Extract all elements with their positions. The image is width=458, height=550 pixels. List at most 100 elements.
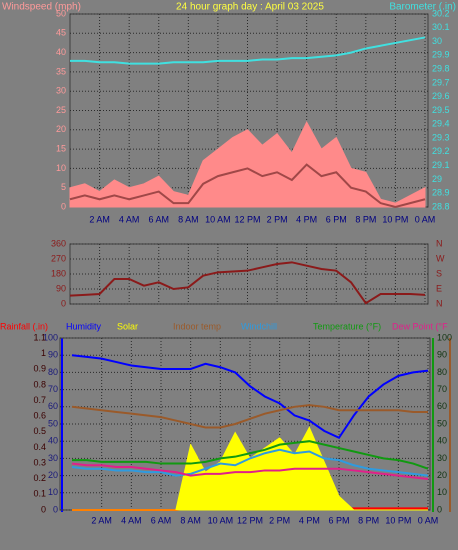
x-tick-label: 4 PM: [296, 214, 317, 224]
legend-label: Humidity: [66, 321, 102, 331]
y-tick-label: 360: [51, 238, 66, 248]
y-tick-label: 0: [53, 504, 58, 514]
x-tick-label: 6 PM: [328, 515, 349, 525]
series-line: [70, 36, 426, 65]
x-tick-label: 10 AM: [205, 214, 231, 224]
y2-tick-label: 29.1: [432, 160, 450, 170]
y-tick-label: 270: [51, 253, 66, 263]
series-area: [72, 426, 428, 511]
y2-tick-label: 20: [437, 470, 447, 480]
x-tick-label: 0 AM: [415, 214, 436, 224]
x-tick-label: 2 AM: [91, 515, 112, 525]
y2-tick-label: 29.8: [432, 64, 450, 74]
y3-tick-label: 0.1: [33, 489, 46, 499]
x-tick-label: 2 PM: [267, 214, 288, 224]
x-tick-label: 6 AM: [148, 214, 169, 224]
y2-tick-label: 10: [437, 487, 447, 497]
y-tick-label: 80: [48, 367, 58, 377]
x-tick-label: 6 AM: [151, 515, 172, 525]
y-tick-label: 20: [56, 124, 66, 134]
y-tick-label: 30: [48, 453, 58, 463]
y-tick-label: 40: [48, 436, 58, 446]
y-tick-label: 45: [56, 28, 66, 38]
legend-label: Dew Point (°F: [392, 321, 448, 331]
y3-tick-label: 0: [41, 504, 46, 514]
legend-label: Solar: [117, 321, 138, 331]
y-tick-label: 180: [51, 268, 66, 278]
y-tick-label: 70: [48, 384, 58, 394]
y3-tick-label: 0.9: [33, 364, 46, 374]
y2-tick-label: 70: [437, 384, 447, 394]
series-line: [71, 354, 429, 440]
y2-tick-label: N: [436, 238, 443, 248]
y2-tick-label: N: [436, 298, 443, 308]
x-tick-label: 6 PM: [326, 214, 347, 224]
y2-tick-label: 29.9: [432, 50, 450, 60]
y-tick-label: 25: [56, 105, 66, 115]
y-tick-label: 40: [56, 47, 66, 57]
x-tick-label: 4 AM: [119, 214, 140, 224]
y2-tick-label: 29.3: [432, 132, 450, 142]
y-tick-label: 50: [56, 8, 66, 18]
y-tick-label: 50: [48, 418, 58, 428]
legend-label: Rainfall (.in): [0, 321, 48, 331]
series-area: [69, 120, 426, 208]
y3-tick-label: 1: [41, 348, 46, 358]
series-line: [72, 440, 429, 470]
series-line: [71, 404, 428, 429]
series-line: [71, 462, 429, 481]
y-tick-label: 90: [48, 350, 58, 360]
x-tick-label: 0 AM: [418, 515, 439, 525]
x-tick-label: 2 PM: [269, 515, 290, 525]
legend-label: Windchill: [241, 321, 277, 331]
y2-tick-label: W: [436, 253, 445, 263]
y2-tick-label: 29.7: [432, 77, 450, 87]
y2-tick-label: E: [436, 283, 442, 293]
y3-tick-label: 0.2: [33, 473, 46, 483]
y2-tick-label: 30.2: [432, 8, 450, 18]
x-tick-label: 10 PM: [385, 515, 411, 525]
y2-tick-label: 28.9: [432, 188, 450, 198]
y-tick-label: 100: [43, 332, 58, 342]
y3-tick-label: 0.6: [33, 411, 46, 421]
y2-axis-label: Barometer (.in): [389, 2, 456, 13]
y2-tick-label: 29.6: [432, 91, 450, 101]
y2-tick-label: 29: [432, 174, 442, 184]
series-line: [69, 261, 426, 305]
y2-tick-label: 29.5: [432, 105, 450, 115]
y2-tick-label: 29.4: [432, 119, 450, 129]
x-tick-label: 8 PM: [358, 515, 379, 525]
y2-tick-label: S: [436, 268, 442, 278]
y-tick-label: 15: [56, 143, 66, 153]
series-line: [71, 448, 429, 477]
x-tick-label: 8 AM: [178, 214, 199, 224]
y-tick-label: 5: [61, 182, 66, 192]
legend-label: Temperature (°F): [313, 321, 381, 331]
x-tick-label: 2 AM: [89, 214, 110, 224]
y2-tick-label: 50: [437, 418, 447, 428]
y-tick-label: 0: [61, 201, 66, 211]
x-tick-label: 4 AM: [121, 515, 142, 525]
y-tick-label: 60: [48, 401, 58, 411]
y3-tick-label: 0.4: [33, 442, 46, 452]
y-tick-label: 10: [48, 487, 58, 497]
y-tick-label: 20: [48, 470, 58, 480]
x-tick-label: 8 AM: [180, 515, 201, 525]
x-tick-label: 10 PM: [382, 214, 408, 224]
y2-tick-label: 28.8: [432, 201, 450, 211]
x-tick-label: 12 PM: [234, 214, 260, 224]
y-tick-label: 35: [56, 66, 66, 76]
series-line: [69, 163, 426, 209]
y2-tick-label: 30.1: [432, 22, 450, 32]
legend-label: Indoor temp: [173, 321, 221, 331]
x-tick-label: 12 PM: [237, 515, 263, 525]
y2-tick-label: 60: [437, 401, 447, 411]
y-tick-label: 0: [61, 298, 66, 308]
y2-tick-label: 30: [437, 453, 447, 463]
y2-tick-label: 80: [437, 367, 447, 377]
y2-tick-label: 29.2: [432, 146, 450, 156]
x-tick-label: 4 PM: [299, 515, 320, 525]
y-axis-label: Windspeed (mph): [2, 2, 81, 13]
y-tick-label: 90: [56, 283, 66, 293]
